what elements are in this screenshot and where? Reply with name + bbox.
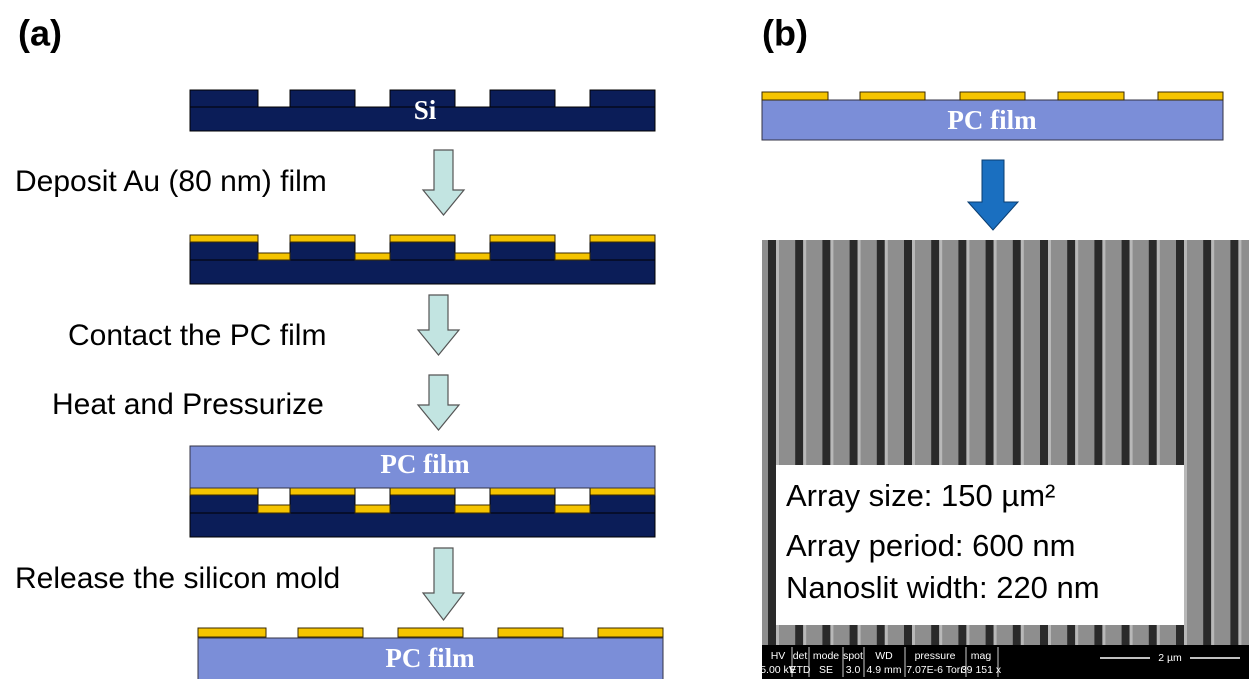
- scale-bar-label: 2 µm: [1158, 652, 1182, 664]
- figure: (a) Si Deposit Au (80 nm) film Contact t…: [0, 0, 1249, 679]
- sem-edge: [1184, 240, 1187, 645]
- gold-layer: [190, 488, 258, 495]
- mold-tooth: [190, 242, 258, 260]
- process-arrow: [418, 375, 459, 430]
- info-value: ETD: [790, 664, 811, 676]
- mold-tooth: [490, 495, 555, 513]
- process-arrow: [423, 548, 464, 620]
- sem-edge: [1211, 240, 1214, 645]
- info-value: 4.9 mm: [866, 664, 901, 676]
- gold-layer: [355, 505, 390, 513]
- film-label: PC film: [385, 643, 475, 673]
- info-value: 7.07E-6 Torr: [906, 664, 964, 676]
- gold-layer: [455, 505, 490, 513]
- gold-layer: [490, 235, 555, 242]
- mold-tooth: [290, 242, 355, 260]
- process-arrow: [418, 295, 459, 355]
- sem-annotation: Array period: 600 nm: [786, 528, 1075, 563]
- sem-slit: [768, 240, 776, 645]
- gold-strip: [1158, 92, 1223, 100]
- void: [455, 488, 490, 505]
- info-header: WD: [875, 650, 893, 662]
- mold-base: [190, 513, 655, 537]
- void: [355, 488, 390, 505]
- gold-strip: [860, 92, 925, 100]
- gold-layer: [555, 253, 590, 260]
- process-arrow: [423, 150, 464, 215]
- info-header: mag: [971, 650, 992, 662]
- mold-tooth: [590, 90, 655, 107]
- gold-layer: [590, 235, 655, 242]
- mold-tooth: [290, 90, 355, 107]
- gold-strip: [762, 92, 828, 100]
- step-label: Deposit Au (80 nm) film: [15, 165, 327, 198]
- film-label: PC film: [947, 105, 1037, 135]
- sem-annotation: Array size: 150 µm²: [786, 478, 1055, 513]
- gold-strip: [598, 628, 663, 637]
- gold-strip: [960, 92, 1025, 100]
- mold-base: [190, 260, 655, 284]
- mold-tooth: [590, 242, 655, 260]
- step-label: Release the silicon mold: [15, 562, 340, 595]
- gold-layer: [490, 488, 555, 495]
- void: [258, 488, 290, 505]
- info-value: SE: [819, 664, 833, 676]
- mold-tooth: [590, 495, 655, 513]
- gold-layer: [190, 235, 258, 242]
- info-header: HV: [771, 650, 786, 662]
- mold-tooth: [490, 242, 555, 260]
- gold-layer: [355, 253, 390, 260]
- gold-layer: [590, 488, 655, 495]
- substrate-label: Si: [414, 95, 437, 125]
- gold-layer: [555, 505, 590, 513]
- gold-layer: [455, 253, 490, 260]
- sem-slit: [1230, 240, 1238, 645]
- step-label: Contact the PC film: [68, 319, 326, 352]
- panel-label: (a): [18, 13, 62, 54]
- info-header: spot: [843, 650, 863, 662]
- mold-tooth: [390, 242, 455, 260]
- panel-label: (b): [762, 13, 808, 54]
- info-header: mode: [813, 650, 839, 662]
- gold-strip: [298, 628, 363, 637]
- step-label: Heat and Pressurize: [52, 388, 324, 421]
- film-label: PC film: [380, 449, 470, 479]
- gold-strip: [198, 628, 266, 637]
- mold-tooth: [490, 90, 555, 107]
- void: [555, 488, 590, 505]
- gold-layer: [390, 488, 455, 495]
- gold-layer: [290, 488, 355, 495]
- sem-edge: [1238, 240, 1241, 645]
- mold-tooth: [190, 90, 258, 107]
- gold-strip: [498, 628, 563, 637]
- gold-strip: [1058, 92, 1124, 100]
- sem-slit: [1203, 240, 1211, 645]
- gold-layer: [258, 253, 290, 260]
- mold-tooth: [290, 495, 355, 513]
- info-value: 3.0: [846, 664, 861, 676]
- mold-tooth: [190, 495, 258, 513]
- info-value: 39 151 x: [961, 664, 1002, 676]
- gold-strip: [398, 628, 463, 637]
- process-arrow: [968, 160, 1018, 230]
- sem-annotation: Nanoslit width: 220 nm: [786, 570, 1100, 605]
- gold-layer: [390, 235, 455, 242]
- gold-layer: [258, 505, 290, 513]
- page: {"panels": [ {"label": "(a)", "substrate…: [0, 0, 1249, 679]
- mold-tooth: [390, 495, 455, 513]
- gold-layer: [290, 235, 355, 242]
- info-header: det: [793, 650, 808, 662]
- info-header: pressure: [915, 650, 956, 662]
